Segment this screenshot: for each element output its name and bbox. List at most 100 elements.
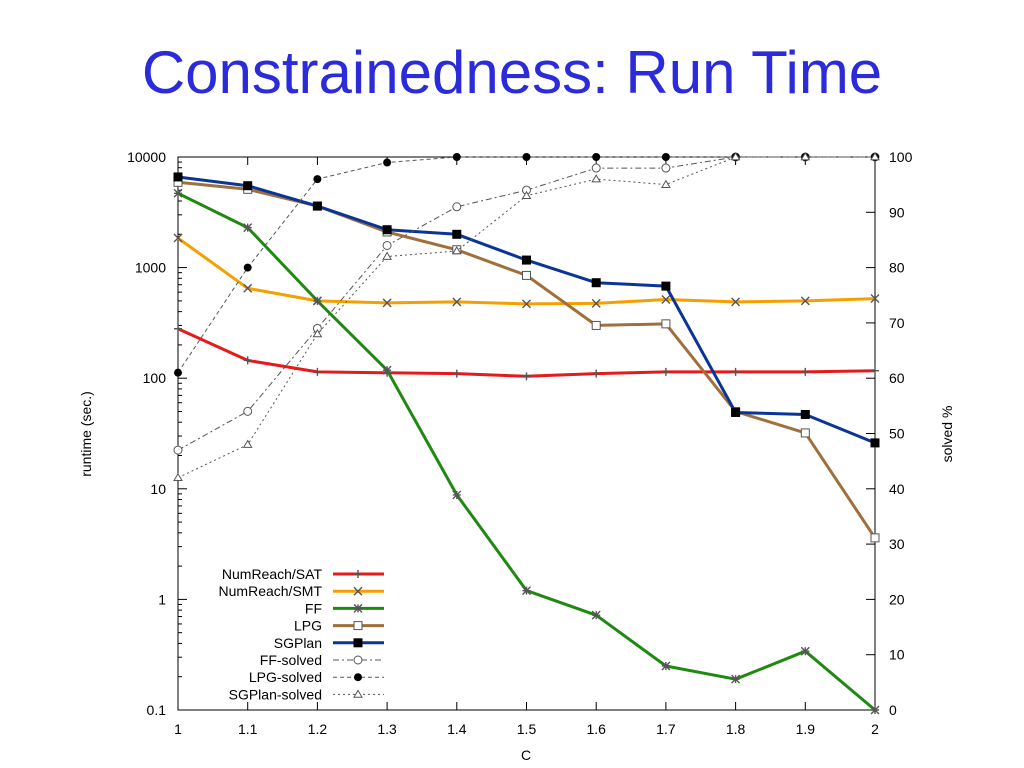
asterisk-marker xyxy=(173,188,183,198)
legend-label: SGPlan-solved xyxy=(229,686,322,702)
y2-tick-label: 30 xyxy=(889,536,905,552)
circle-marker xyxy=(353,655,363,665)
asterisk-marker xyxy=(661,661,671,671)
x-marker xyxy=(353,586,363,596)
legend-label: LPG-solved xyxy=(249,669,322,685)
square-filled-marker xyxy=(800,409,810,419)
asterisk-marker xyxy=(382,365,392,375)
triangle-marker xyxy=(730,152,741,161)
plus-marker xyxy=(174,324,182,333)
square-marker xyxy=(353,621,363,631)
square-filled-marker xyxy=(312,201,322,211)
square-filled-marker xyxy=(243,181,253,191)
x-tick-label: 1.4 xyxy=(447,721,467,737)
axis-ticks: 1 1.1 1.2 1.3 1.4 1.5 1.6 1.7 1.8 1.9 20.111010010… xyxy=(127,149,913,737)
asterisk-marker xyxy=(353,603,363,613)
plus-marker xyxy=(801,367,810,376)
legend-label: LPG xyxy=(294,618,322,634)
square-marker xyxy=(591,320,601,330)
legend-label: NumReach/SAT xyxy=(222,566,323,582)
circle-filled-marker xyxy=(661,153,670,161)
plot-frame xyxy=(177,156,876,711)
y-axis-label: runtime (sec.) xyxy=(78,391,94,477)
x-tick-label: 1.6 xyxy=(586,721,606,737)
x-marker xyxy=(173,233,183,243)
series-ff xyxy=(173,188,880,715)
plus-marker xyxy=(592,369,601,378)
circle-filled-marker xyxy=(174,368,182,377)
asterisk-marker xyxy=(591,610,601,620)
circle-filled-marker xyxy=(354,673,362,682)
x-tick-label: 1.5 xyxy=(517,721,537,737)
square-marker xyxy=(870,533,880,543)
slide-title: Constrainedness: Run Time xyxy=(141,39,883,106)
x-marker xyxy=(870,294,880,304)
y2-tick-label: 50 xyxy=(889,426,905,442)
triangle-marker xyxy=(661,179,671,188)
y2-tick-label: 0 xyxy=(889,702,897,718)
square-filled-marker xyxy=(661,281,671,291)
x-marker xyxy=(522,299,531,309)
series-line xyxy=(177,180,877,539)
circle-filled-marker xyxy=(383,158,392,167)
circle-filled-marker xyxy=(452,153,461,161)
asterisk-marker xyxy=(452,490,462,500)
circle-marker xyxy=(661,163,671,173)
y2-tick-label: 20 xyxy=(889,591,905,607)
x-marker xyxy=(452,297,462,307)
square-filled-marker xyxy=(522,255,531,265)
circle-marker xyxy=(243,406,253,416)
plus-marker xyxy=(243,356,252,365)
plus-marker xyxy=(522,372,531,381)
x-marker xyxy=(382,298,392,308)
y2-tick-label: 60 xyxy=(889,370,905,386)
triangle-marker xyxy=(800,152,811,161)
y-tick-label: 1000 xyxy=(135,260,166,276)
asterisk-marker xyxy=(870,705,880,715)
plus-marker xyxy=(731,367,740,376)
legend-label: FF xyxy=(305,600,322,616)
circle-filled-marker xyxy=(243,263,252,272)
triangle-marker xyxy=(312,328,323,338)
plus-marker xyxy=(313,367,322,376)
asterisk-marker xyxy=(800,646,810,656)
series-line xyxy=(177,191,876,712)
square-filled-marker xyxy=(452,229,462,239)
x-marker xyxy=(800,296,810,306)
x-tick-label: 1.8 xyxy=(726,721,746,737)
x-tick-label: 1.1 xyxy=(238,721,258,737)
circle-marker xyxy=(591,163,601,173)
circle-filled-marker xyxy=(522,153,531,161)
circle-marker xyxy=(382,240,392,250)
square-marker xyxy=(522,270,531,280)
x-tick-label: 1.9 xyxy=(796,721,816,737)
legend-label: SGPlan xyxy=(274,635,322,651)
y2-tick-label: 80 xyxy=(889,260,905,276)
square-marker xyxy=(661,319,671,329)
x-tick-label: 1 xyxy=(174,721,182,737)
series-sgplan xyxy=(173,172,880,448)
circle-marker xyxy=(173,445,183,455)
square-filled-marker xyxy=(173,172,183,182)
plus-marker xyxy=(661,367,670,376)
circle-filled-marker xyxy=(592,153,601,161)
asterisk-marker xyxy=(522,586,531,596)
x-axis-label: C xyxy=(521,747,531,763)
y2-tick-label: 100 xyxy=(889,149,913,165)
square-filled-marker xyxy=(731,407,741,417)
y2-tick-label: 90 xyxy=(889,204,905,220)
y-tick-label: 1 xyxy=(158,591,166,607)
square-filled-marker xyxy=(353,638,363,648)
x-tick-label: 1.2 xyxy=(308,721,328,737)
square-marker xyxy=(800,428,810,438)
asterisk-marker xyxy=(731,674,741,684)
triangle-marker xyxy=(451,246,462,255)
series-lpg xyxy=(173,177,880,543)
series-numreach-sat xyxy=(174,324,879,381)
x-marker xyxy=(591,298,601,308)
square-filled-marker xyxy=(870,438,880,448)
triangle-marker xyxy=(353,689,363,698)
series-line xyxy=(177,175,876,445)
series-sgplan-solved xyxy=(173,152,880,482)
